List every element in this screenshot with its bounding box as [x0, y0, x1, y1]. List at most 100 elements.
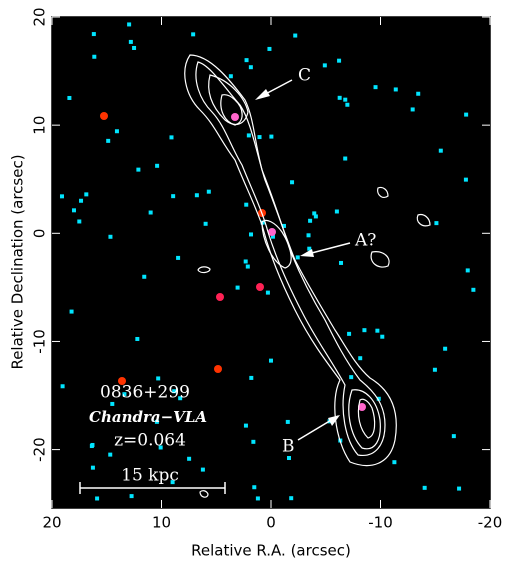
y-axis-label: Relative Declination (arcsec) [9, 154, 27, 369]
photon [376, 396, 381, 401]
photon [127, 22, 132, 27]
photon [268, 358, 273, 363]
photon [251, 439, 256, 444]
photon [172, 389, 177, 394]
photon [343, 97, 348, 102]
photon [243, 423, 248, 428]
photon [334, 209, 339, 214]
x-tick-label: -10 [368, 514, 393, 532]
x-tick-label: 20 [42, 514, 61, 532]
image-panel [52, 17, 490, 508]
photon [203, 221, 208, 226]
photon [295, 255, 300, 260]
photon [249, 232, 254, 237]
photon [457, 486, 462, 491]
photon [110, 401, 115, 406]
photon [246, 133, 251, 138]
photon [122, 392, 127, 397]
photon [108, 234, 113, 239]
photon [235, 285, 240, 290]
photon [281, 223, 286, 228]
photon [156, 376, 161, 381]
arrow-head [300, 249, 314, 257]
photon [187, 456, 192, 461]
arrow-head [255, 89, 270, 100]
photon [169, 135, 174, 140]
photon [443, 346, 448, 351]
photon [108, 452, 113, 457]
bright-source [100, 112, 108, 120]
photon [265, 290, 270, 295]
photon [293, 33, 298, 38]
photon [463, 177, 468, 182]
photon [416, 91, 421, 96]
y-tick-label: 0 [31, 229, 49, 239]
photon [267, 46, 272, 51]
photon [380, 334, 385, 339]
photon [255, 496, 260, 501]
photon [451, 434, 456, 439]
photon [84, 192, 89, 197]
photon [349, 375, 354, 380]
x-tick-label: 0 [266, 514, 276, 532]
photon [69, 309, 74, 314]
photon [337, 58, 342, 63]
photon [67, 95, 72, 100]
photon [95, 496, 100, 501]
y-tick-label: -10 [31, 329, 49, 354]
photon [158, 445, 163, 450]
photon [464, 112, 469, 117]
photon [343, 156, 348, 161]
photon [136, 167, 141, 172]
photon [269, 134, 274, 139]
label-b: B [282, 437, 295, 457]
photon [170, 480, 175, 485]
photon [438, 148, 443, 153]
photon [471, 287, 476, 292]
photon [244, 58, 249, 63]
photon [129, 494, 134, 499]
bright-source [256, 283, 264, 291]
photon [410, 107, 415, 112]
photon [155, 163, 160, 168]
photon [308, 218, 313, 223]
photon [148, 210, 153, 215]
photon [306, 233, 311, 238]
redshift: z=0.064 [114, 431, 186, 451]
source-name: 0836+299 [100, 383, 190, 403]
photon [171, 194, 176, 199]
y-tick-label: 10 [31, 116, 49, 135]
photon [257, 135, 262, 140]
photon [252, 485, 257, 490]
photon [243, 259, 248, 264]
photon [194, 193, 199, 198]
photon [339, 260, 344, 265]
photon [77, 219, 82, 224]
instrument: Chandra−VLA [89, 408, 207, 426]
photon [307, 246, 312, 251]
scale-label: 15 kpc [121, 466, 179, 486]
photon [290, 180, 295, 185]
photon [114, 129, 119, 134]
photon [347, 331, 352, 336]
photon [59, 194, 64, 199]
photon [312, 211, 317, 216]
photon [91, 32, 96, 37]
photon [322, 63, 327, 68]
x-axis-label: Relative R.A. (arcsec) [191, 542, 351, 560]
photon [89, 444, 94, 449]
photon [228, 74, 233, 79]
photon [206, 189, 211, 194]
bright-source [214, 365, 222, 373]
x-tick-label: -20 [478, 514, 503, 532]
photon [142, 274, 147, 279]
photon [154, 419, 159, 424]
bright-source [358, 403, 366, 411]
photon [345, 102, 350, 107]
bright-source [216, 293, 224, 301]
photon [176, 255, 181, 260]
arrow-head [328, 415, 340, 426]
photon [60, 384, 65, 389]
